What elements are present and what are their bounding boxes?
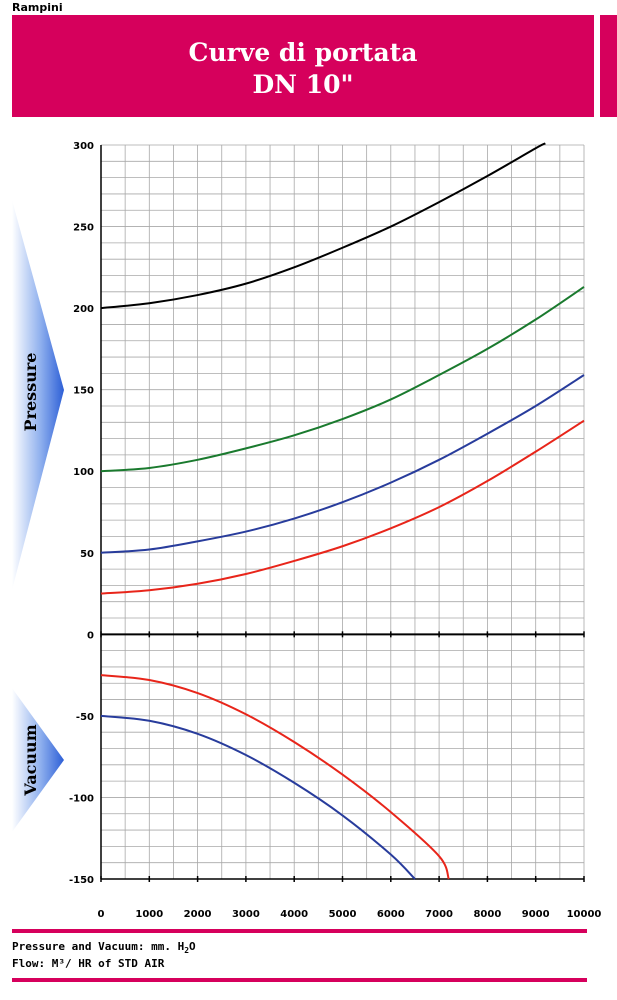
vacuum-label: Vacuum	[21, 724, 40, 796]
y-tick-label: 100	[73, 467, 94, 478]
units-note-flow: Flow: M³/ HR of STD AIR	[12, 957, 165, 970]
x-tick-label: 5000	[329, 909, 357, 920]
pressure-arrow-shape	[12, 200, 64, 590]
x-tick-label: 8000	[473, 909, 501, 920]
pressure-label: Pressure	[21, 353, 40, 432]
y-tick-label: 200	[73, 304, 94, 315]
x-tick-label: 10000	[567, 909, 602, 920]
y-tick-label: 300	[73, 141, 94, 152]
y-tick-labels: 300 250 200 150 100 50 0 -50 -100 -150	[69, 141, 94, 886]
x-tick-label: 7000	[425, 909, 453, 920]
banner-side-strip	[600, 15, 617, 117]
series-line-green	[100, 286, 585, 473]
flow-chart: Pressure Vacuum 300 250 200 150 100 50 0 -50 -10…	[12, 141, 602, 920]
x-tick-labels: 0 1000 2000 3000 4000 5000 6000 7000 8000 9000 100…	[98, 909, 602, 920]
x-tick-label: 2000	[184, 909, 212, 920]
series-line-black	[100, 142, 546, 310]
x-tick-label: 6000	[377, 909, 405, 920]
y-tick-label: 250	[73, 223, 94, 234]
y-tick-label: 0	[87, 630, 94, 641]
y-tick-label: -100	[69, 793, 94, 804]
series-line-blue	[100, 374, 585, 554]
series-line-blue	[100, 714, 416, 880]
units-note-pressure: Pressure and Vacuum: mm. H2O	[12, 940, 196, 956]
y-tick-label: -50	[76, 712, 94, 723]
vacuum-arrow-shape	[12, 688, 64, 832]
page-subtitle: DN 10"	[252, 70, 354, 99]
series-line-red	[100, 419, 585, 595]
footer-divider-bottom	[12, 978, 587, 982]
y-tick-label: -150	[69, 875, 94, 886]
y-tick-label: 150	[73, 386, 94, 397]
footer-divider-top	[12, 929, 587, 933]
brand-label: Rampini	[12, 1, 63, 14]
chart-series	[100, 142, 585, 880]
x-tick-label: 9000	[522, 909, 550, 920]
x-tick-label: 1000	[135, 909, 163, 920]
y-tick-label: 50	[80, 549, 94, 560]
x-tick-label: 0	[98, 909, 105, 920]
chart-axes	[100, 145, 585, 882]
chart-grid	[100, 144, 585, 880]
page-title: Curve di portata	[188, 38, 418, 67]
x-tick-label: 4000	[280, 909, 308, 920]
title-banner: Curve di portata DN 10"	[12, 15, 594, 117]
x-tick-label: 3000	[232, 909, 260, 920]
series-line-red	[100, 674, 450, 880]
